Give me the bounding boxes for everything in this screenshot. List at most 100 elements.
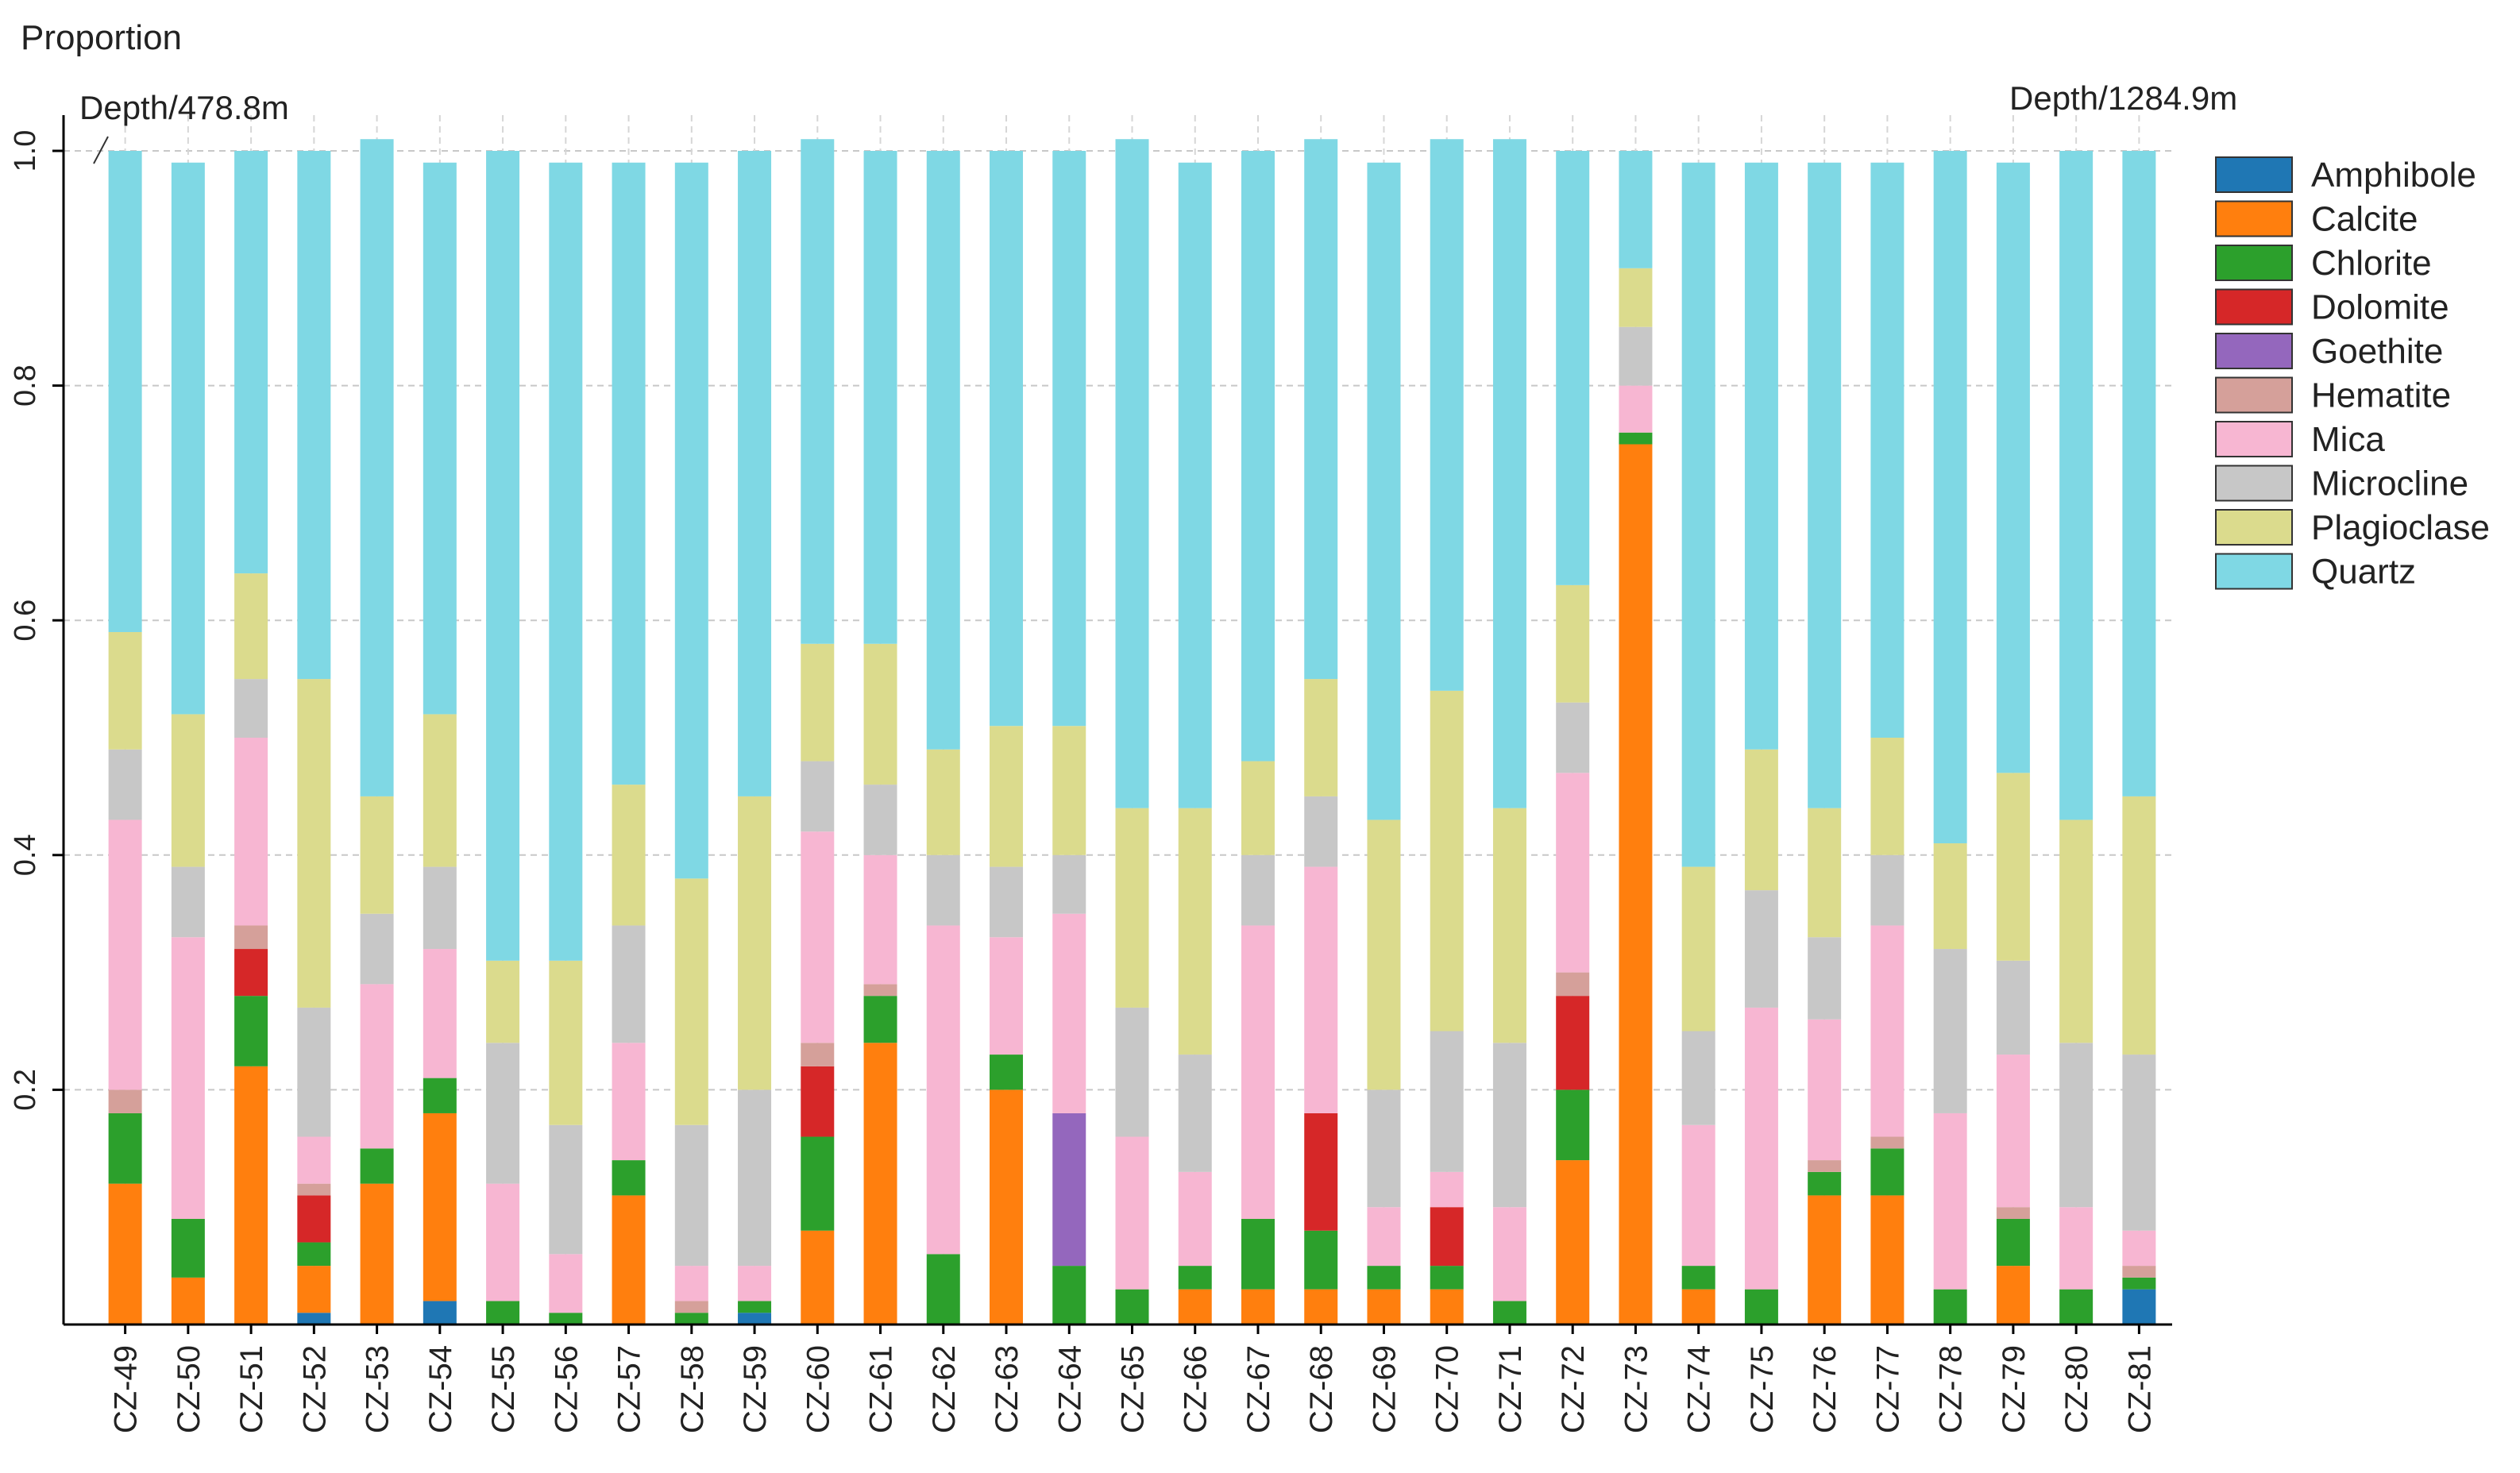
- bar-cz-50-calcite: [171, 1277, 205, 1325]
- legend: Amphibole Calcite Chlorite Dolomite Goethite…: [2215, 156, 2490, 592]
- x-tick-label: CZ-58: [675, 1345, 710, 1433]
- bar-cz-66-plagioclase: [1178, 808, 1212, 1055]
- bar-cz-65-microcline: [1115, 1007, 1149, 1137]
- bar-cz-60-microcline: [801, 761, 835, 832]
- y-tick-label: 0.6: [9, 600, 42, 642]
- bar-cz-53-calcite: [360, 1183, 394, 1325]
- bar-cz-51-dolomite: [234, 949, 268, 997]
- x-tick-label: CZ-54: [423, 1345, 458, 1433]
- x-tick-label: CZ-68: [1304, 1345, 1339, 1433]
- legend-swatch-amphibole: [2215, 156, 2293, 193]
- bar-cz-80-plagioclase: [2059, 819, 2094, 1043]
- bar-cz-68-plagioclase: [1304, 679, 1338, 796]
- legend-label-goethite: Goethite: [2311, 332, 2443, 371]
- bar-cz-54-mica: [423, 949, 457, 1078]
- x-tick-label: CZ-73: [1619, 1345, 1654, 1433]
- legend-label-microcline: Microcline: [2311, 465, 2468, 503]
- bar-cz-68-calcite: [1304, 1289, 1338, 1325]
- bar-cz-76-plagioclase: [1808, 808, 1842, 938]
- bar-cz-75-mica: [1744, 1007, 1778, 1290]
- x-tick-label: CZ-75: [1745, 1345, 1780, 1433]
- x-tick-label: CZ-50: [172, 1345, 206, 1433]
- bar-cz-77-mica: [1870, 925, 1904, 1137]
- bar-cz-57-chlorite: [612, 1160, 646, 1196]
- bar-cz-74-plagioclase: [1681, 866, 1715, 1031]
- bar-cz-76-quartz: [1808, 162, 1842, 808]
- bar-cz-60-hematite: [801, 1043, 835, 1066]
- bar-cz-64-chlorite: [1052, 1266, 1086, 1325]
- bar-cz-56-quartz: [549, 162, 583, 961]
- bar-cz-81-amphibole: [2122, 1289, 2156, 1325]
- bar-cz-55-chlorite: [486, 1301, 520, 1325]
- x-tick-label: CZ-80: [2059, 1345, 2094, 1433]
- bar-cz-78-plagioclase: [1933, 843, 1967, 950]
- x-tick-label: CZ-51: [234, 1345, 269, 1433]
- bar-cz-58-hematite: [674, 1301, 708, 1313]
- bar-cz-51-chlorite: [234, 996, 268, 1066]
- bar-cz-74-quartz: [1681, 162, 1715, 867]
- bar-cz-63-calcite: [990, 1089, 1024, 1325]
- bar-cz-64-plagioclase: [1052, 726, 1086, 855]
- legend-label-dolomite: Dolomite: [2311, 288, 2449, 327]
- bar-cz-56-plagioclase: [549, 960, 583, 1125]
- bar-cz-77-chlorite: [1870, 1148, 1904, 1196]
- y-tick-label: 0.2: [9, 1069, 42, 1111]
- bar-cz-70-mica: [1430, 1171, 1464, 1208]
- bar-cz-69-microcline: [1367, 1089, 1401, 1208]
- bar-cz-71-plagioclase: [1492, 808, 1526, 1043]
- bar-cz-78-mica: [1933, 1112, 1967, 1290]
- bar-cz-52-chlorite: [297, 1242, 331, 1267]
- bar-cz-64-quartz: [1052, 151, 1086, 727]
- bar-cz-81-mica: [2122, 1230, 2156, 1267]
- bar-cz-76-chlorite: [1808, 1171, 1842, 1196]
- bar-cz-49-calcite: [108, 1183, 142, 1325]
- legend-label-calcite: Calcite: [2311, 200, 2418, 239]
- bar-cz-66-mica: [1178, 1171, 1212, 1267]
- bar-cz-49-hematite: [108, 1089, 142, 1113]
- bar-cz-55-microcline: [486, 1043, 520, 1184]
- bar-cz-81-hematite: [2122, 1266, 2156, 1278]
- bar-cz-79-calcite: [1996, 1266, 2030, 1325]
- bar-cz-72-chlorite: [1556, 1089, 1590, 1161]
- bar-cz-52-dolomite: [297, 1195, 331, 1243]
- bar-cz-81-chlorite: [2122, 1277, 2156, 1290]
- legend-label-mica: Mica: [2311, 420, 2385, 459]
- bar-cz-72-hematite: [1556, 972, 1590, 997]
- bar-cz-79-microcline: [1996, 960, 2030, 1055]
- y-tick-label: 0.4: [9, 834, 42, 876]
- bar-cz-56-chlorite: [549, 1313, 583, 1325]
- x-tick-label: CZ-81: [2122, 1345, 2157, 1433]
- bar-cz-78-microcline: [1933, 949, 1967, 1113]
- bar-cz-59-quartz: [738, 151, 772, 796]
- bars: [108, 139, 2156, 1325]
- x-tick-label: CZ-55: [486, 1345, 521, 1433]
- bar-cz-74-mica: [1681, 1124, 1715, 1267]
- bar-cz-60-plagioclase: [801, 643, 835, 762]
- legend-swatch-chlorite: [2215, 245, 2293, 281]
- bar-cz-59-chlorite: [738, 1301, 772, 1313]
- bar-cz-66-microcline: [1178, 1055, 1212, 1172]
- bar-cz-72-quartz: [1556, 151, 1590, 585]
- bar-cz-76-microcline: [1808, 937, 1842, 1020]
- bar-cz-49-mica: [108, 819, 142, 1090]
- bar-cz-81-microcline: [2122, 1055, 2156, 1231]
- bar-cz-79-hematite: [1996, 1207, 2030, 1219]
- x-tick-label: CZ-71: [1493, 1345, 1528, 1433]
- y-tick-label: 0.8: [9, 364, 42, 407]
- bar-cz-69-calcite: [1367, 1289, 1401, 1325]
- bar-cz-50-mica: [171, 937, 205, 1219]
- x-tick-label: CZ-67: [1241, 1345, 1276, 1433]
- bar-cz-52-mica: [297, 1136, 331, 1184]
- bar-cz-58-mica: [674, 1266, 708, 1301]
- bar-cz-79-mica: [1996, 1055, 2030, 1208]
- bar-cz-73-quartz: [1619, 151, 1653, 268]
- bar-cz-54-chlorite: [423, 1078, 457, 1113]
- bar-cz-61-microcline: [863, 785, 897, 855]
- bar-cz-57-microcline: [612, 925, 646, 1043]
- x-tick-label: CZ-56: [549, 1345, 584, 1433]
- bar-cz-72-plagioclase: [1556, 584, 1590, 703]
- bar-cz-53-quartz: [360, 139, 394, 796]
- bar-cz-73-mica: [1619, 385, 1653, 433]
- bar-cz-53-plagioclase: [360, 796, 394, 914]
- legend-swatch-quartz: [2215, 553, 2293, 590]
